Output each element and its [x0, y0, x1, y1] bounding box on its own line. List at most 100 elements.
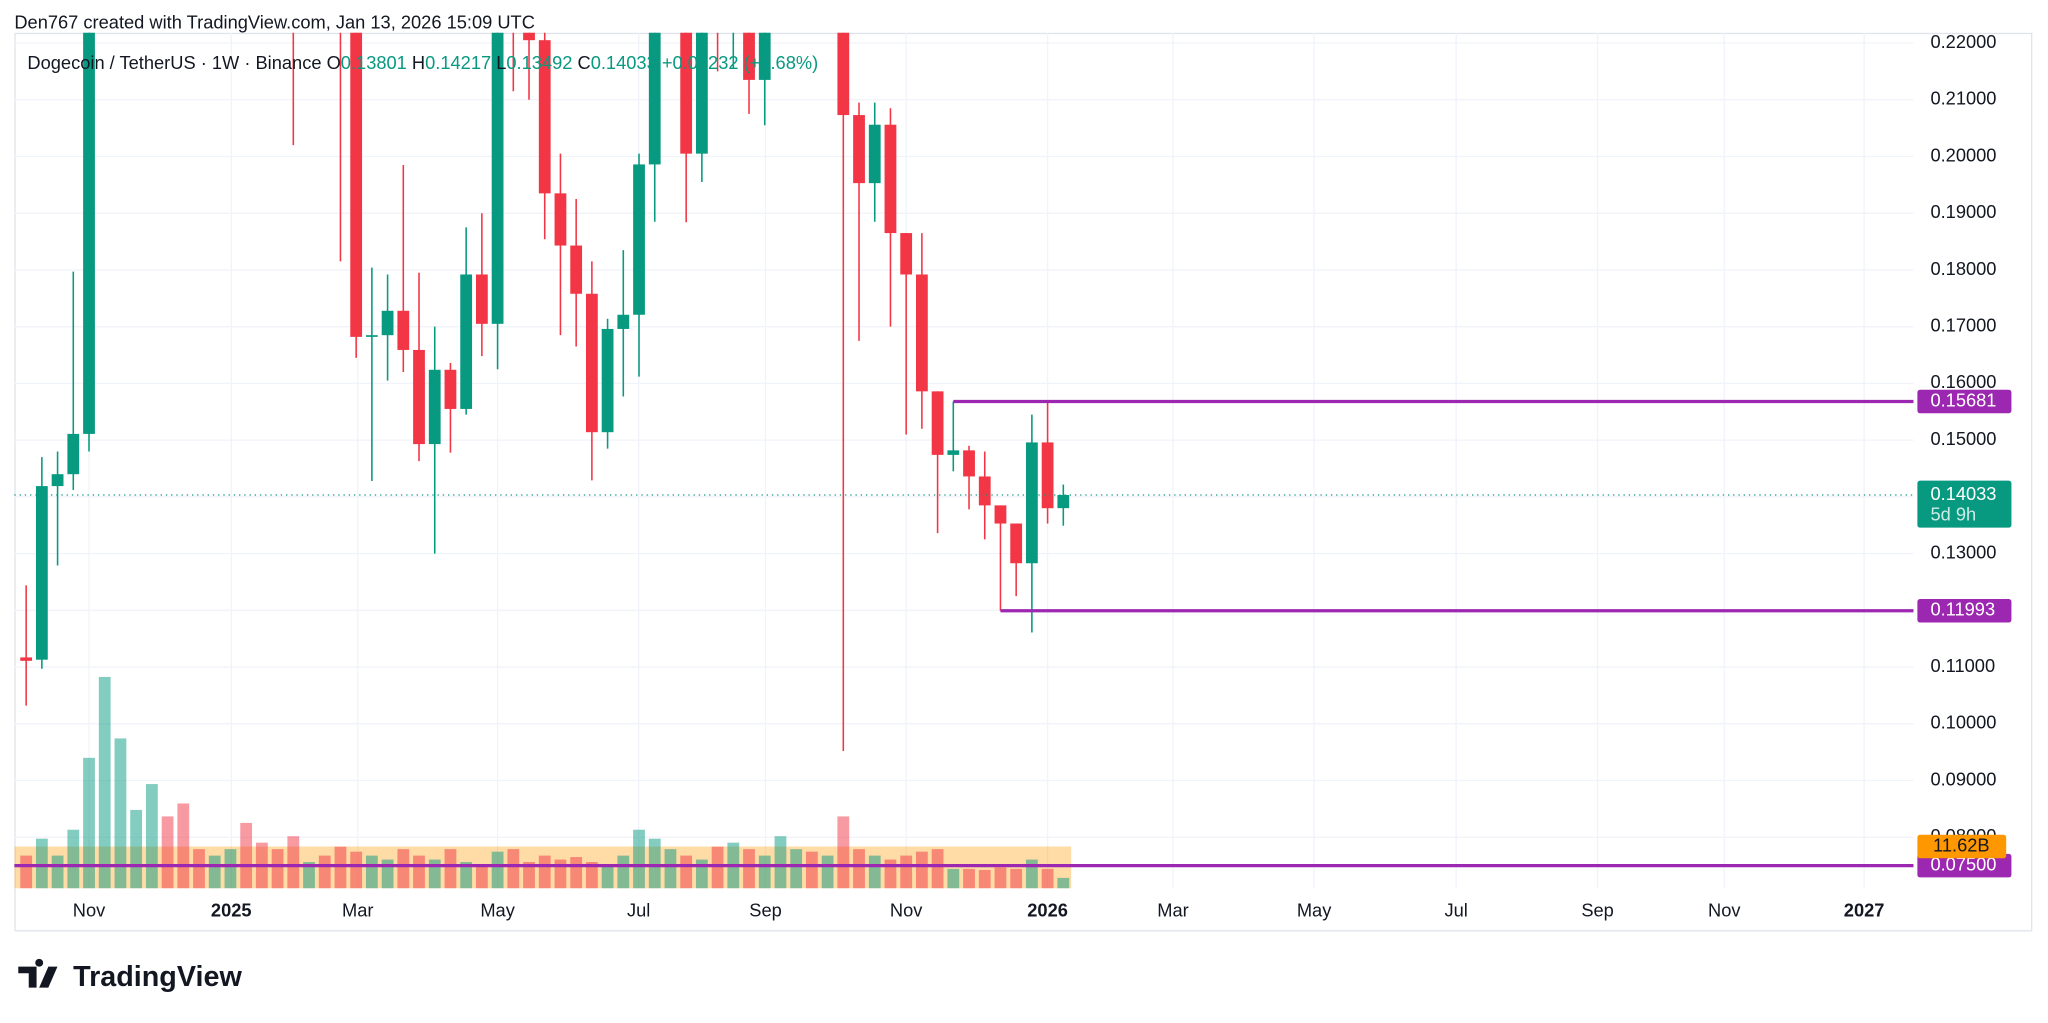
- x-tick-label: Sep: [1581, 900, 1614, 921]
- volume-bar: [491, 851, 504, 889]
- current-price-label: 0.14033: [1930, 483, 1996, 504]
- volume-bar: [837, 816, 850, 889]
- volume-bar: [633, 829, 645, 889]
- volume-bar: [365, 855, 378, 889]
- volume-bar: [208, 855, 221, 889]
- y-tick-label: 0.11000: [1930, 655, 1995, 676]
- volume-bar: [240, 822, 253, 889]
- y-tick-label: 0.17000: [1930, 315, 1996, 336]
- x-tick-label: Jul: [627, 900, 650, 921]
- candle-body: [20, 657, 33, 661]
- x-tick-label: May: [1297, 900, 1332, 921]
- volume-bar: [397, 849, 410, 889]
- volume-bar: [664, 849, 677, 889]
- volume-bar: [287, 836, 300, 889]
- volume-bar: [790, 849, 803, 889]
- x-tick-label: Mar: [342, 900, 373, 921]
- volume-bar: [35, 838, 48, 889]
- brand-logo: TradingView: [18, 958, 242, 993]
- candle-body: [444, 369, 457, 409]
- plot: 0.080000.090000.100000.110000.120000.130…: [14, 31, 2012, 921]
- volume-bar: [507, 849, 520, 889]
- candle-body: [680, 32, 693, 154]
- volume-bar: [931, 849, 944, 889]
- x-tick-label: Nov: [73, 900, 106, 921]
- candle-body: [491, 32, 504, 324]
- volume-bar: [114, 738, 127, 889]
- ohlc-value: 0.13492: [506, 52, 572, 73]
- logo-icon: [18, 958, 58, 988]
- candle-body: [868, 124, 881, 184]
- candle-body: [853, 115, 865, 184]
- candle-body: [978, 476, 991, 506]
- volume-bar: [915, 851, 928, 889]
- volume-bar: [334, 846, 347, 889]
- volume-bar: [743, 849, 755, 889]
- x-tick-label: Sep: [749, 900, 782, 921]
- volume-bar: [570, 857, 583, 889]
- volume-bar: [318, 855, 331, 889]
- volume-bar: [947, 868, 960, 889]
- candle-body: [931, 391, 944, 455]
- candle-body: [428, 369, 441, 445]
- ohlc-value: 0.13801: [341, 52, 407, 73]
- brand-name: TradingView: [73, 961, 242, 993]
- volume-bar: [51, 855, 64, 889]
- volume-bar: [1041, 868, 1054, 889]
- volume-bar: [900, 855, 913, 889]
- candle-body: [67, 433, 80, 475]
- ohlc-key: C: [578, 52, 591, 73]
- volume-bar: [538, 855, 551, 889]
- x-tick-label: Nov: [890, 900, 923, 921]
- candle-body: [83, 32, 95, 434]
- ohlc-value: 0.14217: [425, 52, 491, 73]
- legend-header: Dogecoin / TetherUS · 1W · Binance O0.13…: [27, 52, 818, 73]
- volume-bar: [1057, 877, 1070, 889]
- candle-body: [381, 310, 394, 336]
- volume-bar: [695, 859, 708, 889]
- symbol-title: Dogecoin / TetherUS · 1W · Binance: [27, 52, 321, 73]
- y-tick-label: 0.20000: [1930, 144, 1996, 165]
- series-layer: [14, 32, 1914, 889]
- volume-bar: [20, 855, 33, 889]
- candle-body: [994, 505, 1007, 524]
- volume-bar: [821, 855, 834, 889]
- candle-body: [413, 349, 425, 445]
- price-label: 0.11993: [1930, 599, 1995, 620]
- volume-bar: [758, 855, 771, 889]
- x-tick-label: Jul: [1444, 900, 1467, 921]
- price-label-box: [1917, 853, 2012, 878]
- candle-body: [538, 40, 551, 194]
- candle-body: [617, 314, 630, 329]
- volume-bar: [130, 809, 143, 889]
- volume-label-box: [1917, 834, 2007, 859]
- candle-body: [648, 32, 661, 165]
- y-tick-label: 0.15000: [1930, 428, 1996, 449]
- candle-body: [35, 486, 48, 660]
- candle-body: [758, 32, 771, 80]
- x-tick-label: 2027: [1844, 900, 1885, 921]
- x-tick-label: Nov: [1708, 900, 1741, 921]
- attribution: Den767 created with TradingView.com, Jan…: [14, 11, 535, 32]
- price-label-box: [1917, 389, 2012, 414]
- ohlc-key: H: [412, 52, 425, 73]
- ohlc-value: 0.14033: [591, 52, 657, 73]
- y-tick-label: 0.21000: [1930, 88, 1996, 109]
- candle-body: [633, 164, 645, 315]
- volume-bar: [648, 838, 661, 889]
- candle-body: [743, 32, 755, 80]
- y-tick-label: 0.22000: [1930, 31, 1996, 52]
- candle-body: [963, 450, 975, 477]
- x-tick-label: May: [480, 900, 515, 921]
- current-price-box: [1917, 480, 2012, 528]
- price-label-box: [1917, 598, 2012, 623]
- volume-bar: [428, 859, 441, 889]
- x-tick-label: Mar: [1157, 900, 1188, 921]
- countdown-label: 5d 9h: [1930, 504, 1976, 525]
- candle-body: [947, 450, 960, 455]
- candle-body: [900, 233, 913, 275]
- candle-body: [915, 274, 928, 392]
- candle-body: [601, 328, 614, 433]
- candle-body: [1010, 523, 1023, 564]
